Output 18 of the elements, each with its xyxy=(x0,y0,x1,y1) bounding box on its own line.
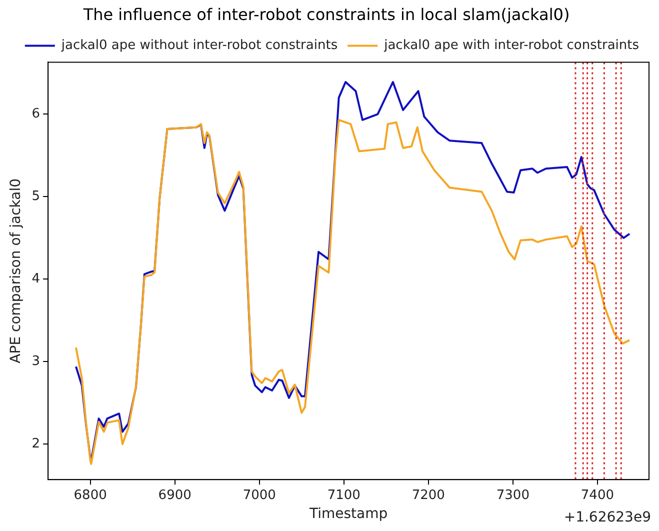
y-tick-label: 4 xyxy=(32,272,40,287)
x-tick-label: 6800 xyxy=(74,488,107,503)
x-tick-label: 6900 xyxy=(158,488,192,503)
x-tick-label: 7300 xyxy=(496,488,530,503)
x-axis-title: Timestamp xyxy=(308,506,388,522)
x-tick-label: 7400 xyxy=(580,488,614,503)
y-tick-label: 5 xyxy=(32,189,40,204)
chart-title: The influence of inter-robot constraints in local slam(jackal0) xyxy=(82,4,570,24)
x-tick-label: 7200 xyxy=(412,488,445,503)
x-tick-label: 7100 xyxy=(327,488,360,503)
legend-label: jackal0 ape without inter-robot constraints xyxy=(60,38,338,54)
legend-label: jackal0 ape with inter-robot constraints xyxy=(383,38,640,54)
y-tick-label: 6 xyxy=(32,106,40,122)
y-tick-label: 2 xyxy=(32,436,40,452)
x-tick-label: 7000 xyxy=(242,488,276,503)
y-tick-label: 3 xyxy=(32,354,40,370)
text: +1.62623e9 xyxy=(564,510,651,526)
y-axis-title: APE comparison of jackal0 xyxy=(8,178,24,364)
